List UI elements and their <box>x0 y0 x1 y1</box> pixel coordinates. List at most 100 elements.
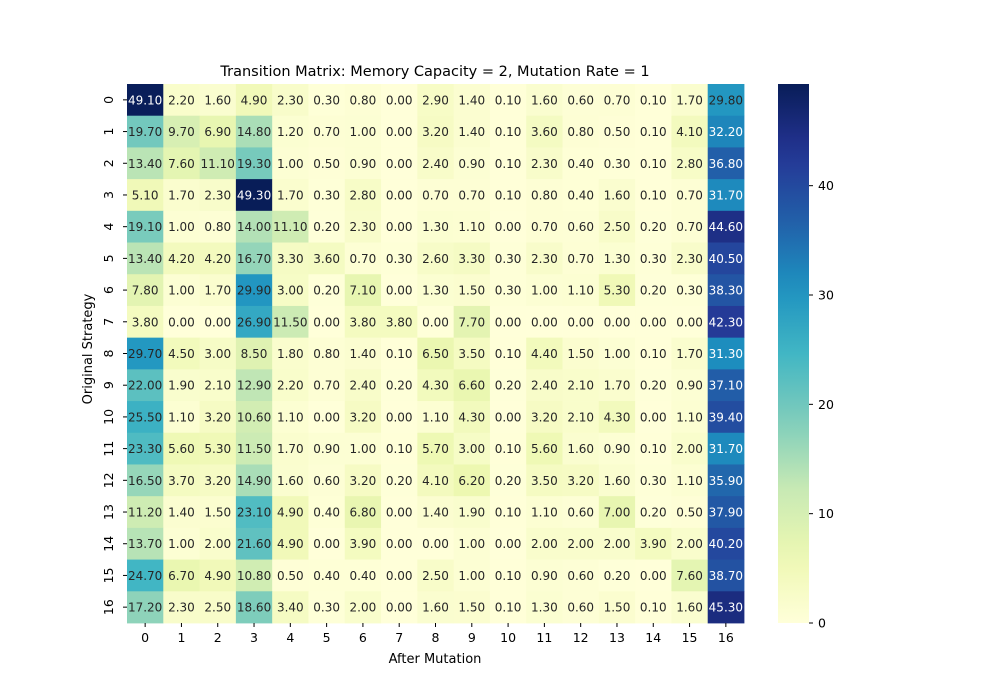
cell-value-label: 2.10 <box>567 379 594 393</box>
heatmap-cell <box>453 559 491 592</box>
cell-value-label: 29.70 <box>128 347 162 361</box>
heatmap-cell <box>235 305 273 339</box>
cell-value-label: 2.00 <box>204 537 231 551</box>
heatmap-cell <box>235 210 273 243</box>
cell-value-label: 1.10 <box>531 506 558 520</box>
cell-value-label: 3.50 <box>458 347 485 361</box>
heatmap-cell <box>526 496 563 529</box>
cell-value-label: 5.70 <box>422 442 449 456</box>
heatmap-cell <box>308 242 346 275</box>
heatmap-cell <box>453 337 491 370</box>
cell-value-label: 0.90 <box>458 157 485 171</box>
cell-value-label: 0.00 <box>495 537 522 551</box>
cell-value-label: 1.50 <box>604 601 631 615</box>
heatmap-cell <box>344 432 382 465</box>
cell-value-label: 1.60 <box>676 601 703 615</box>
heatmap-cell <box>526 147 563 180</box>
cell-value-label: 0.80 <box>313 347 340 361</box>
heatmap-cell <box>381 432 418 465</box>
heatmap-cell <box>344 464 382 497</box>
heatmap-cell <box>453 369 491 402</box>
x-tick-label: 14 <box>645 630 661 645</box>
heatmap-cell <box>417 305 455 339</box>
cell-value-label: 0.00 <box>640 315 667 329</box>
heatmap-cell <box>235 115 273 148</box>
cell-value-label: 2.30 <box>350 220 377 234</box>
heatmap-cell <box>127 464 164 497</box>
cell-value-label: 2.30 <box>204 188 231 202</box>
y-tick-label: 10 <box>101 409 116 425</box>
heatmap-cell <box>526 305 563 339</box>
cell-value-label: 4.30 <box>458 410 485 424</box>
cell-value-label: 2.50 <box>204 601 231 615</box>
cell-value-label: 0.70 <box>604 93 631 107</box>
cell-value-label: 3.20 <box>422 125 449 139</box>
cell-value-label: 11.10 <box>201 157 235 171</box>
heatmap-cell <box>381 84 418 117</box>
cell-value-label: 3.30 <box>458 252 485 266</box>
heatmap-cell <box>199 591 237 624</box>
cell-value-label: 0.70 <box>676 220 703 234</box>
heatmap-cell <box>381 147 418 180</box>
heatmap-cell <box>417 147 455 180</box>
cell-value-label: 23.30 <box>128 442 162 456</box>
heatmap-cell <box>598 432 636 465</box>
cell-value-label: 3.40 <box>277 601 304 615</box>
heatmap-cell <box>308 432 346 465</box>
x-tick-label: 16 <box>718 630 734 645</box>
heatmap-cell <box>417 369 455 402</box>
heatmap-cell <box>671 115 709 148</box>
cell-value-label: 6.50 <box>422 347 449 361</box>
heatmap-cell <box>308 210 346 243</box>
y-tick-label: 6 <box>101 286 116 294</box>
heatmap-cell <box>417 337 455 370</box>
cell-value-label: 1.60 <box>567 442 594 456</box>
cell-value-label: 0.30 <box>313 601 340 615</box>
cell-value-label: 32.20 <box>709 125 743 139</box>
cell-value-label: 31.30 <box>709 347 743 361</box>
cell-value-label: 1.00 <box>458 537 485 551</box>
heatmap-cell <box>635 401 672 434</box>
heatmap-cell <box>199 305 237 339</box>
heatmap-cell <box>526 210 563 243</box>
heatmap-cell <box>344 559 382 592</box>
cell-value-label: 0.70 <box>458 188 485 202</box>
heatmap-cell <box>489 527 527 560</box>
heatmap-cell <box>381 559 418 592</box>
heatmap-cell <box>235 401 273 434</box>
cell-value-label: 2.30 <box>531 157 558 171</box>
heatmap-cell <box>344 115 382 148</box>
cell-value-label: 0.00 <box>495 315 522 329</box>
cell-value-label: 0.20 <box>386 474 413 488</box>
heatmap-cell <box>671 242 709 275</box>
cell-value-label: 0.40 <box>567 188 594 202</box>
cell-value-label: 1.60 <box>422 601 449 615</box>
cell-value-label: 2.30 <box>168 601 195 615</box>
heatmap-cell <box>308 591 346 624</box>
heatmap-cell <box>163 527 200 560</box>
cell-value-label: 4.20 <box>204 252 231 266</box>
x-tick-label: 3 <box>250 630 258 645</box>
heatmap-cell <box>635 432 672 465</box>
heatmap-cell <box>272 432 309 465</box>
heatmap-cell <box>671 179 709 212</box>
heatmap-cell <box>526 274 563 307</box>
heatmap-cell <box>235 496 273 529</box>
x-tick-label: 1 <box>177 630 185 645</box>
heatmap-cell <box>453 496 491 529</box>
cell-value-label: 1.10 <box>458 220 485 234</box>
heatmap-cell <box>344 337 382 370</box>
x-tick-label: 8 <box>432 630 440 645</box>
heatmap-cell <box>272 115 309 148</box>
cell-value-label: 0.70 <box>313 125 340 139</box>
cell-value-label: 0.00 <box>204 315 231 329</box>
cell-value-label: 3.20 <box>204 410 231 424</box>
cell-value-label: 6.70 <box>168 569 195 583</box>
heatmap-cell <box>272 369 309 402</box>
cell-value-label: 0.00 <box>422 537 449 551</box>
x-tick-label: 9 <box>468 630 476 645</box>
heatmap-cell <box>635 496 672 529</box>
heatmap-cell <box>417 274 455 307</box>
cell-value-label: 2.20 <box>277 379 304 393</box>
heatmap-cell <box>235 337 273 370</box>
